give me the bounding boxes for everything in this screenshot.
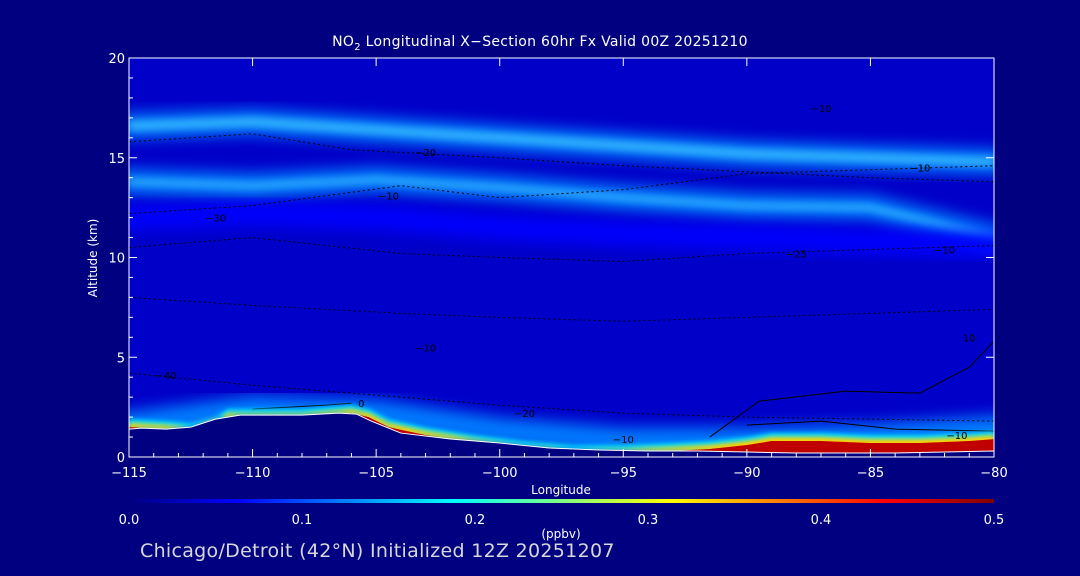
terrain	[129, 412, 994, 457]
concentration-band-core	[129, 176, 994, 241]
colorbar-tick-label: 0.0	[119, 513, 140, 528]
contour-label: −10	[613, 435, 634, 446]
concentration-band-core	[129, 117, 994, 167]
colorbar-gradient	[129, 499, 994, 503]
y-tick-label: 5	[117, 351, 125, 366]
y-tick-label: 0	[117, 451, 125, 466]
contour-line	[746, 420, 994, 432]
colorbar-tick-label: 0.5	[984, 513, 1005, 528]
contour-label: −10	[415, 343, 436, 354]
plot-area	[129, 58, 994, 457]
contour-label: −30	[205, 214, 226, 225]
contour-line	[252, 402, 352, 410]
x-tick-label: −110	[235, 466, 271, 481]
surface-layer-core	[129, 413, 994, 454]
x-tick-label: −95	[610, 466, 637, 481]
x-tick-label: −85	[857, 466, 884, 481]
x-tick-label: −80	[980, 466, 1007, 481]
contour-label: −10	[378, 192, 399, 203]
concentration-band-core	[129, 210, 994, 249]
contour-label: −10	[934, 246, 955, 257]
x-axis: −115 −110 −105 −100 −95 −90 −85 −80	[111, 58, 1008, 481]
colorbar-unit-label: (ppbv)	[541, 527, 580, 541]
contour-label: 0	[358, 399, 364, 410]
colorbar-tick-label: 0.2	[465, 513, 486, 528]
contour-label: −10	[810, 104, 831, 115]
surface-layer	[129, 405, 994, 457]
contour-label: −25	[786, 250, 807, 261]
y-tick-label: 20	[108, 52, 125, 67]
contour-label: −20	[415, 148, 436, 159]
x-tick-label: −100	[482, 466, 518, 481]
chart-title: NO2 Longitudinal X−Section 60hr Fx Valid…	[332, 34, 748, 53]
y-axis: 0 5 10 15 20	[108, 52, 994, 466]
colorbar: 0.0 0.1 0.2 0.3 0.4 0.5	[119, 499, 1005, 528]
contour-label: −10	[946, 431, 967, 442]
x-tick-label: −105	[358, 466, 394, 481]
x-tick-label: −115	[111, 466, 147, 481]
contour-labels: −10 −20 −10 −30 −25 −10 −10 −10 −20 −10 −40 0 10 −10	[156, 104, 976, 446]
contour-label: −40	[156, 371, 177, 382]
temperature-contours	[129, 133, 994, 438]
colorbar-tick-label: 0.1	[292, 513, 313, 528]
contour-line	[129, 133, 994, 183]
colorbar-tick-label: 0.3	[638, 513, 659, 528]
y-axis-label: Altitude (km)	[86, 219, 100, 298]
x-tick-label: −90	[733, 466, 760, 481]
y-tick-label: 15	[108, 152, 125, 167]
y-tick-label: 10	[108, 252, 125, 267]
contour-line	[709, 340, 994, 438]
x-axis-label: Longitude	[531, 483, 591, 497]
colorbar-tick-label: 0.4	[811, 513, 832, 528]
contour-label: 10	[963, 333, 976, 344]
contour-label: −20	[514, 409, 535, 420]
contour-label: −10	[909, 164, 930, 175]
contour-line	[129, 296, 994, 322]
initialization-caption: Chicago/Detroit (42°N) Initialized 12Z 2…	[140, 540, 615, 562]
